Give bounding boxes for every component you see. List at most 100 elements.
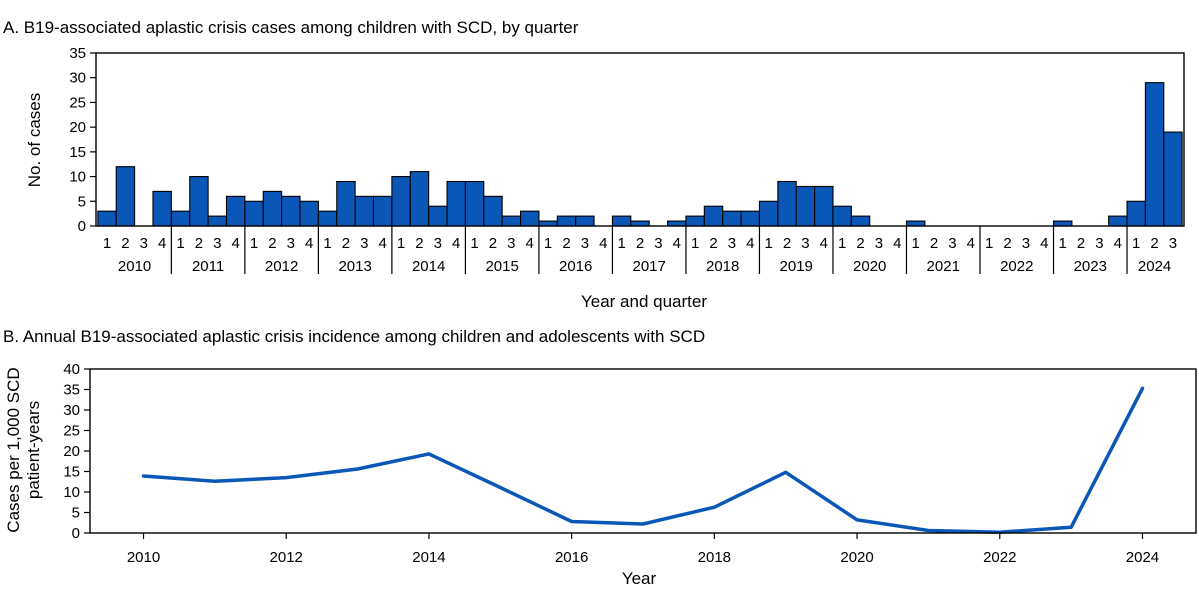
panel-a-quarter-label: 1 — [176, 235, 184, 252]
panel-a-quarter-label: 3 — [140, 235, 148, 252]
panel-a-bar — [758, 200, 779, 227]
panel-a-year-label: 2019 — [780, 258, 813, 275]
panel-a-year-label: 2015 — [485, 258, 518, 275]
panel-a-bar — [814, 185, 834, 227]
panel-b-data-point — [713, 505, 716, 509]
panel-a-quarter-label: 2 — [783, 235, 791, 252]
panel-b-y-tick-label: 15 — [63, 464, 80, 481]
panel-b-data-point — [285, 476, 288, 479]
panel-a-quarter-label: 4 — [893, 235, 901, 252]
panel-b-y-tick-label: 40 — [63, 361, 80, 378]
panel-a-bar — [667, 220, 687, 227]
panel-a-y-tick-label: 10 — [69, 169, 86, 186]
panel-a-quarter-label: 3 — [434, 235, 442, 252]
panel-b-y-tick-label: 25 — [63, 423, 80, 440]
panel-a-bar — [428, 205, 448, 227]
panel-a-bar — [556, 215, 577, 227]
panel-b-x-tick-label: 2018 — [698, 549, 731, 566]
panel-b-x-tick-label: 2024 — [1126, 549, 1159, 566]
panel-b-y-tick-label: 30 — [63, 402, 80, 419]
panel-b-plot-frame — [89, 368, 1197, 534]
panel-b-y-tick-label: 35 — [63, 382, 80, 399]
panel-a-bar — [189, 176, 209, 227]
panel-a-quarter-label: 4 — [232, 235, 240, 252]
panel-a-year-label: 2021 — [927, 258, 960, 275]
panel-b-data-point — [641, 522, 645, 526]
panel-a-bar — [281, 195, 301, 227]
panel-a-quarter-label: 2 — [342, 235, 350, 252]
panel-a-bars — [97, 82, 1183, 227]
panel-b-data-point — [1141, 387, 1144, 390]
panel-a-quarter-label: 2 — [930, 235, 938, 252]
panel-a-quarter-label: 2 — [856, 235, 864, 252]
panel-a-bar — [97, 210, 117, 227]
panel-a-bar — [630, 220, 650, 227]
panel-a-quarter-label: 1 — [912, 235, 920, 252]
panel-a-quarter-label: 3 — [1095, 235, 1103, 252]
panel-a-quarter-label: 4 — [746, 235, 754, 252]
panel-a-quarter-label: 3 — [654, 235, 662, 252]
panel-a-quarter-label: 4 — [673, 235, 681, 252]
panel-a-bar — [262, 190, 283, 227]
panel-b-x-tick-label: 2020 — [840, 549, 873, 566]
panel-a-bar — [483, 195, 503, 227]
panel-a-quarter-label: 2 — [562, 235, 570, 252]
panel-a-bar — [740, 210, 761, 227]
panel-a-bar — [207, 215, 228, 227]
panel-a-quarter-label: 1 — [764, 235, 772, 252]
panel-a-bar — [703, 205, 724, 227]
panel-a-quarter-label: 3 — [287, 235, 295, 252]
panel-a-quarter-label: 3 — [728, 235, 736, 252]
panel-a-quarter-label: 3 — [948, 235, 956, 252]
panel-a-y-tick-label: 15 — [69, 144, 86, 161]
panel-a-year-label: 2024 — [1138, 258, 1171, 275]
panel-a-quarter-label: 1 — [1132, 235, 1140, 252]
panel-a-quarter-label: 2 — [268, 235, 276, 252]
panel-b-title: B. Annual B19-associated aplastic crisis… — [3, 327, 705, 346]
panel-b-x-tick-label: 2022 — [983, 549, 1016, 566]
panel-b-y-tick-label: 5 — [72, 505, 80, 522]
panel-a-bar — [1163, 131, 1183, 227]
panel-a-title: A. B19-associated aplastic crisis cases … — [3, 18, 579, 37]
panel-a-quarter-label: 4 — [820, 235, 828, 252]
panel-b-data-point — [784, 471, 787, 474]
panel-a-year-label: 2011 — [192, 258, 224, 275]
panel-a-quarter-label: 2 — [1003, 235, 1011, 252]
panel-a-bar — [152, 190, 172, 227]
panel-a-quarter-label: 4 — [1114, 235, 1122, 252]
panel-a-quarter-label: 1 — [250, 235, 258, 252]
panel-a-y-tick-label: 20 — [69, 119, 86, 136]
panel-b-x-axis: 2010 2012 2014 2016 2018 2020 2022 2024 — [127, 533, 1159, 566]
panel-a-bar — [722, 210, 742, 227]
panel-a-bar — [685, 215, 705, 227]
panel-b-y-axis: 0 5 10 15 20 25 30 35 40 — [63, 361, 90, 542]
panel-a-bar — [244, 200, 264, 227]
panel-b-y-tick-label: 20 — [63, 443, 80, 460]
panel-a-y-axis-title: No. of cases — [25, 93, 44, 188]
panel-a-quarter-label: 3 — [581, 235, 589, 252]
panel-a-quarter-label: 1 — [103, 235, 111, 252]
panel-a-quarter-label: 1 — [617, 235, 625, 252]
panel-b-y-tick-label: 0 — [72, 525, 80, 542]
panel-a-bar-chart: A. B19-associated aplastic crisis cases … — [3, 18, 1185, 311]
panel-a-bar — [501, 215, 522, 227]
panel-a-y-tick-label: 5 — [78, 193, 86, 210]
panel-b-points — [142, 387, 1144, 534]
panel-a-quarter-label: 2 — [415, 235, 423, 252]
panel-b-y-axis-title-line-2: patient-years — [24, 401, 43, 499]
panel-a-bar — [1052, 220, 1073, 227]
panel-a-year-label: 2014 — [412, 258, 445, 275]
panel-a-bar — [850, 215, 871, 227]
panel-a-quarter-label: 1 — [323, 235, 331, 252]
panel-a-y-axis: 0 5 10 15 20 25 30 35 — [69, 45, 96, 235]
panel-a-quarter-label: 4 — [305, 235, 313, 252]
panel-b-data-point — [427, 452, 431, 456]
panel-a-bar — [1108, 215, 1128, 227]
panel-a-quarter-label: 1 — [1059, 235, 1067, 252]
panel-a-year-label: 2022 — [1000, 258, 1033, 275]
panel-a-bar — [299, 200, 319, 227]
panel-a-year-label: 2016 — [559, 258, 592, 275]
panel-a-bar — [225, 195, 246, 227]
panel-a-quarter-label: 2 — [489, 235, 497, 252]
panel-b-data-point — [356, 467, 359, 471]
